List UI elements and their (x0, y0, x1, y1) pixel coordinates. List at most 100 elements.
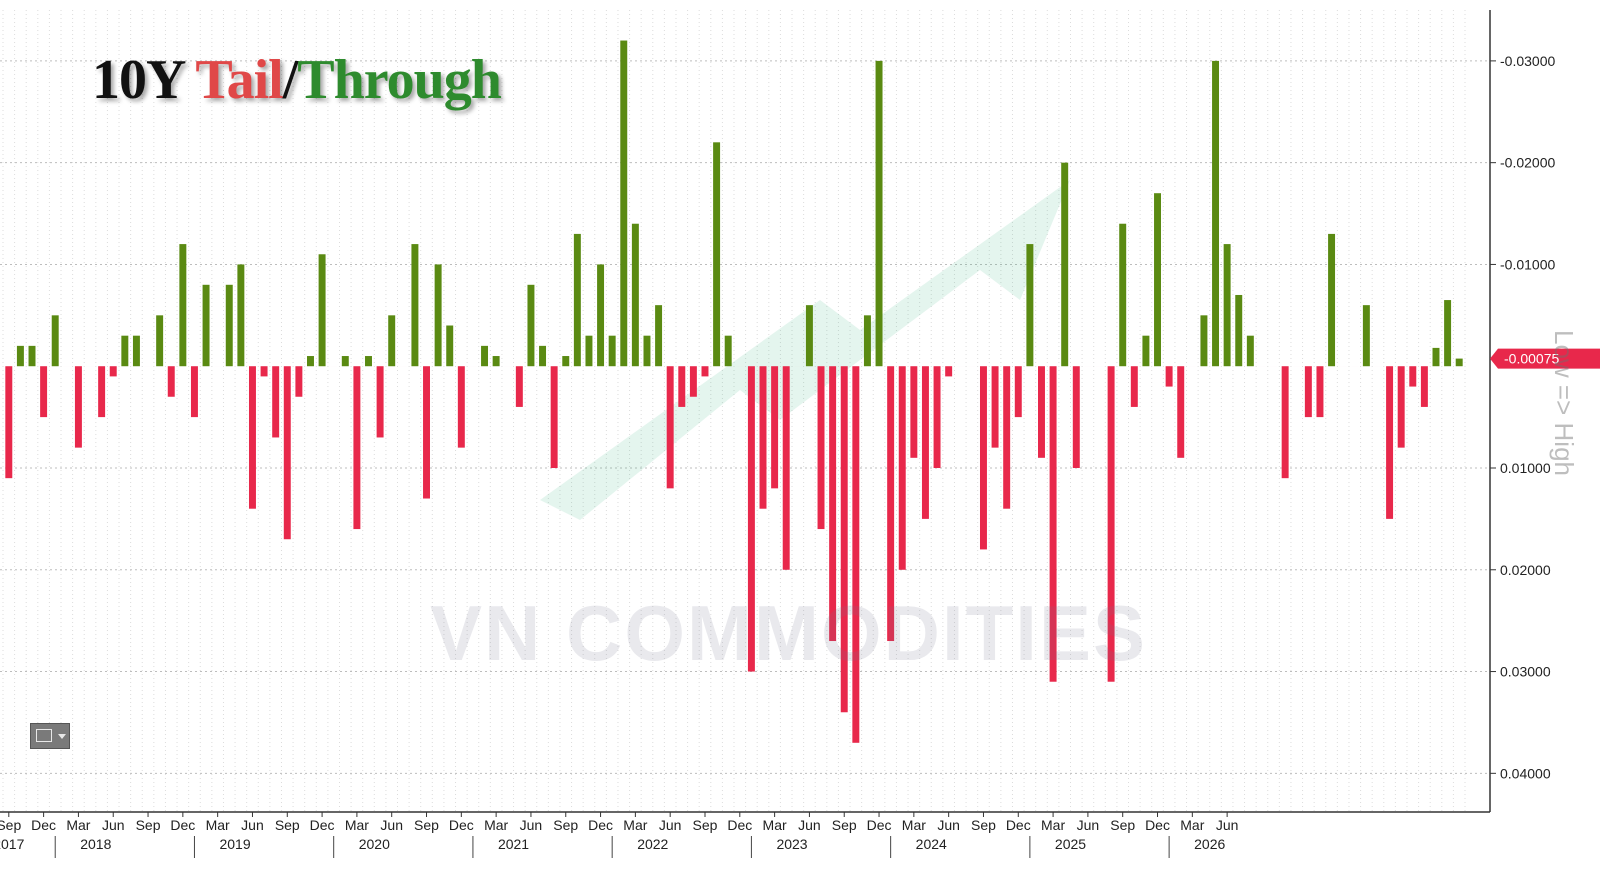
bar-through (492, 356, 500, 367)
x-year-label: 2019 (219, 836, 250, 852)
x-month-label: Dec (867, 817, 892, 833)
y-tick-label: -0.03000 (1500, 53, 1555, 69)
x-month-label: Sep (553, 817, 578, 833)
bar-tail (1420, 366, 1428, 407)
bar-tail (1386, 366, 1394, 519)
x-year-label: 2020 (359, 836, 390, 852)
bar-tail (98, 366, 106, 418)
bar-through (481, 345, 489, 367)
x-month-label: Sep (693, 817, 718, 833)
x-month-label: Mar (66, 817, 90, 833)
bar-through (863, 315, 871, 367)
bar-through (527, 284, 535, 367)
x-year-label: 2023 (776, 836, 807, 852)
last-value-tag (1490, 348, 1600, 369)
x-year-label: 2025 (1055, 836, 1086, 852)
x-month-label: Jun (659, 817, 682, 833)
bar-tail (747, 366, 755, 672)
x-month-label: Mar (1180, 817, 1204, 833)
x-month-label: Mar (1041, 817, 1065, 833)
bar-through (1223, 244, 1231, 367)
bar-tail (248, 366, 256, 509)
x-year-label: 2026 (1194, 836, 1225, 852)
bar-tail (666, 366, 674, 489)
x-month-label: Jun (937, 817, 960, 833)
bar-through (202, 284, 210, 367)
bar-tail (190, 366, 198, 418)
bar-through (1154, 193, 1161, 367)
bar-tail (283, 366, 291, 540)
bar-through (318, 254, 326, 367)
bar-through (573, 233, 581, 367)
bar-tail (376, 366, 384, 438)
bar-through (631, 223, 639, 367)
bar-through (1142, 335, 1150, 367)
bar-through (655, 305, 663, 367)
bar-tail (852, 366, 860, 743)
bar-tail (1304, 366, 1312, 418)
bar-tail (295, 366, 303, 397)
bar-tail (689, 366, 697, 397)
bar-through (1212, 60, 1220, 367)
bar-tail (898, 366, 906, 570)
bar-tail (74, 366, 82, 448)
bar-tail (515, 366, 523, 407)
bar-tail (921, 366, 929, 519)
chevron-down-icon (58, 734, 66, 739)
bar-through (1246, 335, 1254, 367)
x-month-label: Dec (1145, 817, 1170, 833)
bar-through (388, 315, 396, 367)
x-month-label: Mar (623, 817, 647, 833)
bar-through (1200, 315, 1208, 367)
line-chart-icon (36, 729, 52, 742)
x-month-label: Jun (102, 817, 125, 833)
bar-through (446, 325, 454, 367)
horizontal-grid (0, 60, 1490, 774)
bar-through (724, 335, 732, 367)
bar-tail (1409, 366, 1417, 387)
x-month-label: Dec (727, 817, 752, 833)
y-tick-label: 0.01000 (1500, 460, 1551, 476)
bar-tail (910, 366, 918, 458)
chart-type-button[interactable] (30, 723, 70, 749)
bar-tail (1281, 366, 1289, 479)
x-month-label: Jun (1077, 817, 1100, 833)
bar-tail (1072, 366, 1080, 468)
title-part-tail: Tail (195, 49, 283, 111)
bar-tail (759, 366, 767, 509)
bar-tail (109, 366, 117, 377)
bar-through (643, 335, 651, 367)
x-year-label: 2022 (637, 836, 668, 852)
bar-tail (1014, 366, 1022, 418)
plot-background (0, 0, 1490, 812)
bar-through (1362, 305, 1370, 367)
y-tick-label: -0.01000 (1500, 256, 1555, 272)
bar-through (341, 356, 349, 367)
x-month-label: Dec (310, 817, 335, 833)
bar-tail (840, 366, 848, 713)
bar-tail (933, 366, 941, 468)
x-month-label: Dec (170, 817, 195, 833)
bar-tail (353, 366, 361, 530)
title-part-10y: 10Y (92, 49, 196, 111)
bar-through (875, 60, 883, 367)
x-month-label: Mar (763, 817, 787, 833)
bar-through (28, 345, 36, 367)
bar-tail (678, 366, 686, 407)
bar-through (1119, 223, 1127, 367)
low-high-label: Low => High (1549, 330, 1579, 476)
chart-title: 10Y Tail/Through (92, 48, 502, 112)
bar-through (1328, 233, 1336, 367)
bar-tail (1003, 366, 1011, 509)
bar-through (411, 244, 419, 367)
bar-tail (991, 366, 999, 448)
bar-tail (167, 366, 175, 397)
bar-tail (1165, 366, 1173, 387)
bar-tail (1177, 366, 1185, 458)
bar-tail (550, 366, 558, 468)
bar-tail (1130, 366, 1138, 407)
bar-through (1235, 294, 1243, 367)
x-month-label: Jun (798, 817, 821, 833)
bar-tail (5, 366, 13, 479)
y-tick-label: -0.02000 (1500, 155, 1555, 171)
